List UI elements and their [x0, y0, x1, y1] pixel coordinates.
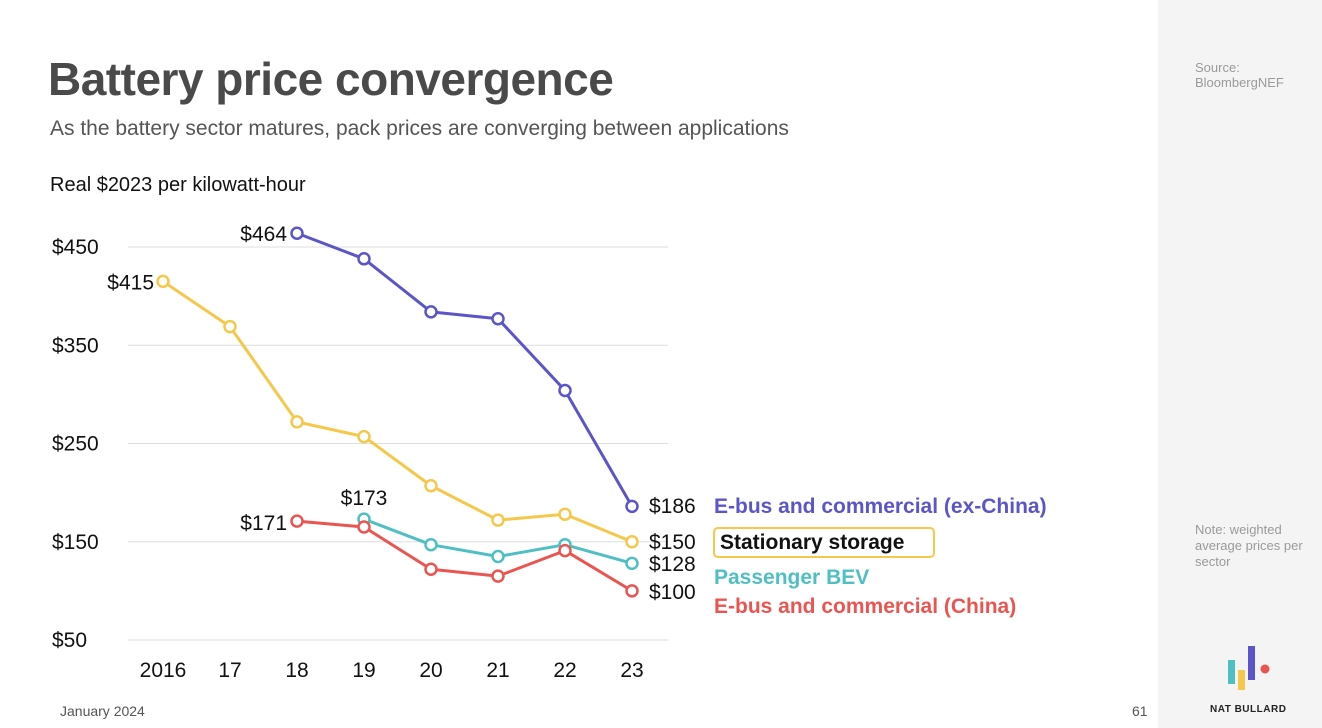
series-name-label: Passenger BEV — [714, 566, 869, 589]
data-point — [491, 569, 505, 583]
x-tick-label: 2016 — [140, 659, 187, 682]
series-label-box — [713, 527, 935, 558]
data-point — [290, 415, 304, 429]
series-line — [295, 231, 634, 508]
logo-text: NAT BULLARD — [1210, 704, 1287, 715]
sidebar — [1158, 0, 1322, 728]
data-point — [491, 311, 505, 326]
data-point — [156, 274, 170, 289]
data-point — [558, 507, 572, 521]
x-tick-label: 22 — [553, 659, 576, 682]
start-value-label: $171 — [240, 512, 287, 535]
end-value-label: $150 — [649, 531, 696, 554]
page-title: Battery price convergence — [48, 53, 614, 105]
series-name-label: E-bus and commercial (ex-China) — [714, 495, 1047, 518]
data-point — [558, 383, 572, 398]
start-value-label: $415 — [107, 271, 154, 294]
end-value-label: $128 — [649, 553, 696, 576]
chart-unit-label: Real $2023 per kilowatt-hour — [50, 174, 306, 196]
x-tick-label: 20 — [419, 659, 442, 682]
series-line — [161, 279, 634, 544]
line-chart: $50 $150 $250 $350 $450 2016 17 18 19 20 21 22 23 $… — [52, 223, 1047, 682]
data-point — [357, 520, 371, 534]
y-tick-label: $350 — [52, 334, 99, 357]
y-tick-label: $250 — [52, 433, 99, 456]
chart-series — [156, 226, 639, 598]
y-tick-label: $50 — [52, 629, 87, 652]
data-point — [625, 584, 639, 598]
x-tick-label: 17 — [218, 659, 241, 682]
data-point — [625, 556, 639, 571]
data-point — [357, 252, 371, 266]
x-tick-label: 19 — [352, 659, 375, 682]
series-line — [295, 519, 634, 593]
end-value-label: $100 — [649, 581, 696, 604]
x-tick-label: 18 — [285, 659, 308, 682]
footer-date: January 2024 — [60, 703, 145, 719]
end-value-label: $186 — [649, 495, 696, 518]
chart-grid — [128, 246, 668, 641]
data-point — [357, 429, 371, 444]
nat-bullard-logo-icon — [1228, 646, 1270, 690]
slide-main: Battery price convergence As the battery… — [48, 53, 1148, 719]
x-tick-label: 23 — [620, 659, 643, 682]
data-point — [491, 549, 505, 564]
page-number: 61 — [1132, 703, 1148, 719]
series-name-label: E-bus and commercial (China) — [714, 595, 1016, 618]
data-point — [625, 499, 639, 514]
data-point — [290, 514, 304, 528]
x-tick-label: 21 — [486, 659, 509, 682]
y-axis-ticks: $50 $150 $250 $350 $450 — [52, 236, 99, 652]
start-value-label: $173 — [341, 487, 388, 510]
series-name-label: Stationary storage — [720, 531, 904, 554]
methodology-note: Note: weighted average prices per sector — [1195, 522, 1303, 569]
data-point — [424, 537, 438, 552]
data-point — [625, 535, 639, 549]
y-tick-label: $450 — [52, 236, 99, 259]
data-point — [424, 478, 438, 493]
start-value-label: $464 — [240, 223, 287, 246]
page-subtitle: As the battery sector matures, pack pric… — [50, 117, 789, 140]
y-tick-label: $150 — [52, 531, 99, 554]
source-note: Source: BloombergNEF — [1195, 60, 1284, 90]
data-point — [424, 562, 438, 577]
x-axis-ticks: 2016 17 18 19 20 21 22 23 — [140, 659, 644, 682]
chart-labels: $464 $415 $173 $171 $186 E-bus and commercial… — [107, 223, 1046, 618]
data-point — [491, 513, 505, 527]
data-point — [223, 319, 237, 334]
data-point — [424, 305, 438, 319]
data-point — [558, 543, 572, 558]
data-point — [290, 226, 304, 240]
